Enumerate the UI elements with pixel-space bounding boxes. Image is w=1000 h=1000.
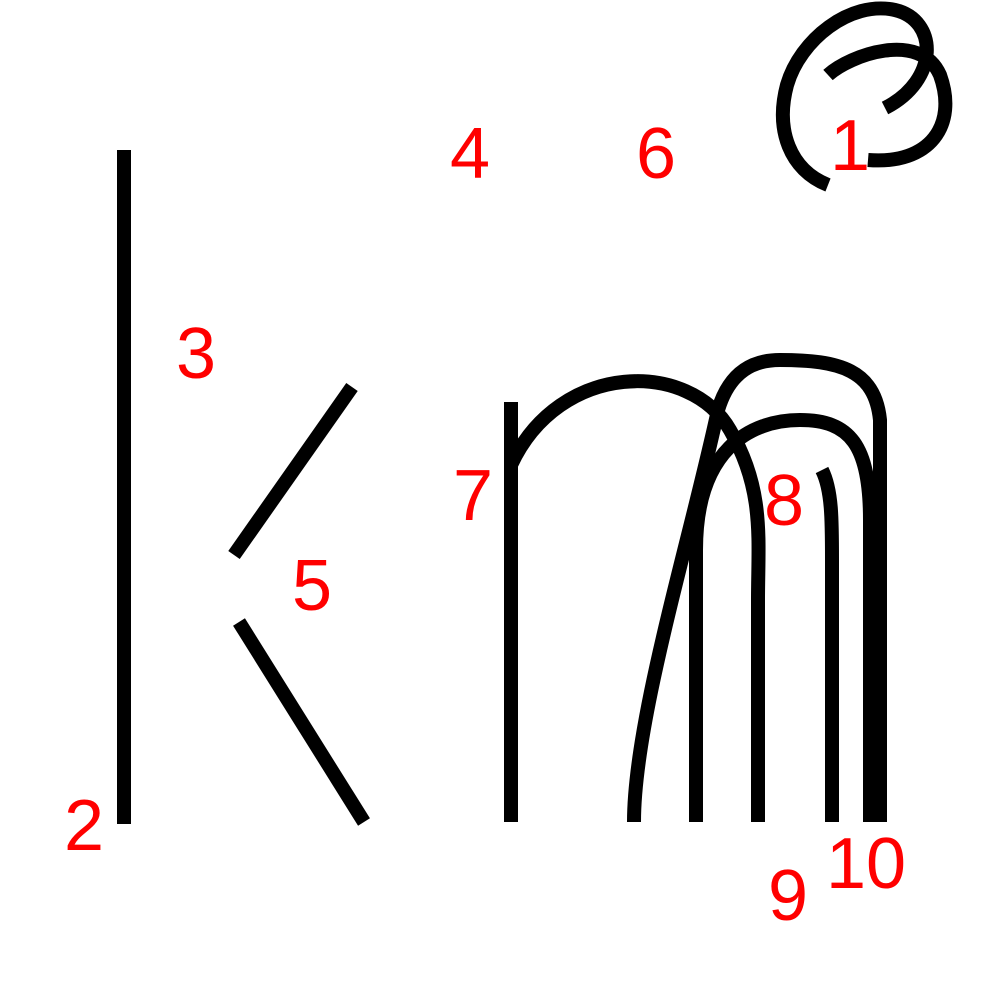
stroke-label-9: 9 (768, 856, 808, 936)
stroke-10-path (815, 466, 839, 822)
stroke-label-3: 3 (176, 314, 216, 394)
stroke-label-6: 6 (636, 114, 676, 194)
stroke-label-7: 7 (453, 456, 493, 536)
stroke-1-path (776, 1, 953, 192)
stroke-label-4: 4 (450, 114, 490, 194)
stroke-5-path (233, 618, 370, 826)
stroke-label-5: 5 (292, 546, 332, 626)
stroke-3-path (228, 382, 358, 560)
stroke-9-path (627, 353, 887, 823)
stroke-label-2: 2 (64, 786, 104, 866)
stroke-label-8: 8 (764, 461, 804, 541)
stroke-label-10: 10 (826, 824, 906, 904)
stroke-label-1: 1 (830, 106, 870, 186)
